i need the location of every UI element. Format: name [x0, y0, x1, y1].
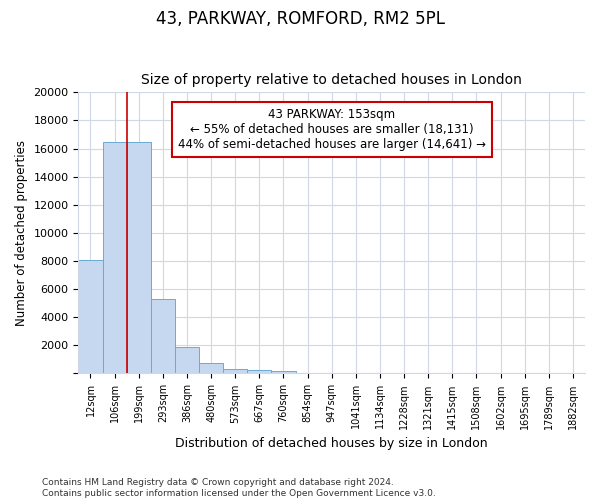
- Bar: [271, 370, 296, 374]
- X-axis label: Distribution of detached houses by size in London: Distribution of detached houses by size …: [175, 437, 488, 450]
- Bar: [175, 348, 199, 374]
- Bar: [103, 142, 127, 374]
- Title: Size of property relative to detached houses in London: Size of property relative to detached ho…: [141, 73, 522, 87]
- Bar: [127, 142, 151, 374]
- Bar: [223, 369, 247, 374]
- Y-axis label: Number of detached properties: Number of detached properties: [15, 140, 28, 326]
- Text: 43 PARKWAY: 153sqm
← 55% of detached houses are smaller (18,131)
44% of semi-det: 43 PARKWAY: 153sqm ← 55% of detached hou…: [178, 108, 486, 151]
- Bar: [79, 260, 103, 374]
- Text: Contains HM Land Registry data © Crown copyright and database right 2024.
Contai: Contains HM Land Registry data © Crown c…: [42, 478, 436, 498]
- Bar: [199, 363, 223, 374]
- Bar: [151, 299, 175, 374]
- Text: 43, PARKWAY, ROMFORD, RM2 5PL: 43, PARKWAY, ROMFORD, RM2 5PL: [155, 10, 445, 28]
- Bar: [247, 370, 271, 374]
